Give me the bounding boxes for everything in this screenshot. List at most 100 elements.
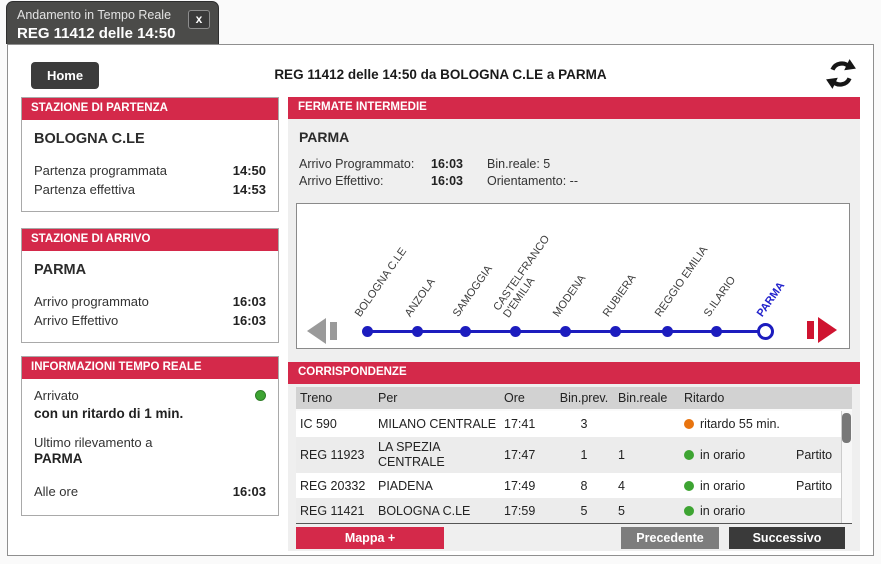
train-status-tab[interactable]: Andamento in Tempo Reale x REG 11412 del… (6, 1, 219, 44)
cell-ore: 17:59 (504, 503, 536, 518)
delay-status-icon (684, 419, 694, 429)
cell-treno: REG 11923 (300, 447, 365, 462)
table-row[interactable]: REG 11421 BOLOGNA C.LE 17:59 5 5 in orar… (296, 498, 852, 523)
detection-time-row: Alle ore 16:03 (34, 482, 266, 501)
on-time-status-icon (684, 505, 694, 516)
table-row[interactable]: REG 11923 LA SPEZIA CENTRALE 17:47 1 1 i… (296, 437, 852, 473)
departure-scheduled-row: Partenza programmata 14:50 (34, 161, 266, 180)
page-title: REG 11412 delle 14:50 da BOLOGNA C.LE a … (274, 67, 607, 82)
selected-stop-info: Arrivo Programmato: 16:03 Bin.reale: 5 A… (299, 156, 687, 190)
cell-bin-reale: 1 (618, 447, 625, 462)
scrollbar-thumb[interactable] (842, 413, 851, 443)
delay-text: con un ritardo di 1 min. (34, 406, 184, 421)
cell-bin-reale: 4 (618, 478, 625, 493)
stop-dot-samoggia[interactable] (460, 326, 471, 337)
col-bin-reale: Bin.reale (618, 391, 668, 405)
intermediate-stops-panel: FERMATE INTERMEDIE PARMA Arrivo Programm… (288, 97, 860, 551)
col-ritardo: Ritardo (684, 391, 725, 405)
cell-per: LA SPEZIA CENTRALE (378, 440, 445, 469)
stop-dot-parma-current[interactable] (757, 323, 774, 340)
cell-treno: REG 20332 (300, 478, 366, 493)
cell-ore: 17:47 (504, 447, 536, 462)
table-scrollbar[interactable] (841, 411, 852, 523)
on-time-status-icon (255, 390, 266, 401)
table-row[interactable]: REG 20332 PIADENA 17:49 8 4 in orario Pa… (296, 473, 852, 498)
stop-label: SAMOGGIA (450, 263, 495, 320)
stop-label: CASTELFRANCO D'EMILIA (491, 233, 553, 320)
cell-bin-prev: 8 (580, 478, 588, 493)
table-row[interactable]: IC 590 MILANO CENTRALE 17:41 3 ritardo 5… (296, 411, 852, 437)
stops-diagram: BOLOGNA C.LE ANZOLA SAMOGGIA CASTELFRANC… (296, 203, 850, 349)
stop-label: REGGIO EMILIA (652, 244, 711, 320)
stop-label: RUBIERA (600, 272, 639, 320)
arrival-scheduled-value: 16:03 (232, 294, 266, 309)
stop-dot-castelfranco[interactable] (510, 326, 521, 337)
arrival-actual-label: Arrivo Effettivo (34, 313, 119, 328)
col-treno: Treno (300, 391, 333, 405)
departure-station: BOLOGNA C.LE (34, 131, 145, 147)
stop-label-current: PARMA (754, 280, 788, 320)
col-ore: Ore (504, 391, 525, 405)
cell-ore: 17:41 (504, 417, 536, 431)
departure-scheduled-label: Partenza programmata (34, 163, 167, 178)
cell-bin-reale: 5 (618, 503, 625, 518)
table-bottom-border (296, 523, 852, 524)
stop-dot-silario[interactable] (711, 326, 722, 337)
on-time-status-icon (684, 480, 694, 491)
cell-status: in orario (680, 479, 792, 493)
col-bin-prev: Bin.prev. (559, 391, 609, 405)
stop-orientation: Orientamento: -- (487, 174, 579, 188)
arrival-actual-value: 16:03 (232, 313, 266, 328)
stop-dot-rubiera[interactable] (610, 326, 621, 337)
status-text: ritardo 55 min. (700, 417, 780, 431)
arrival-actual-row: Arrivo Effettivo 16:03 (34, 311, 266, 330)
cell-status: in orario (680, 504, 792, 518)
arrival-status-label: Arrivato (34, 388, 79, 403)
status-text: in orario (700, 447, 746, 462)
cell-status: in orario (680, 448, 792, 463)
home-button[interactable]: Home (31, 62, 99, 89)
cell-per: BOLOGNA C.LE (378, 503, 471, 518)
previous-button[interactable]: Precedente (621, 527, 719, 549)
prev-stops-arrow-icon[interactable] (305, 317, 339, 350)
departure-panel-header: STAZIONE DI PARTENZA (22, 98, 278, 120)
stop-arrival-scheduled-value: 16:03 (431, 157, 463, 171)
cell-status: ritardo 55 min. (680, 417, 792, 431)
main-content: Home REG 11412 delle 14:50 da BOLOGNA C.… (7, 44, 874, 556)
departure-panel: STAZIONE DI PARTENZA BOLOGNA C.LE Parten… (21, 97, 279, 212)
close-icon[interactable]: x (188, 10, 210, 29)
next-stops-arrow-icon[interactable] (805, 316, 839, 349)
connections-table-header: Treno Per Ore Bin.prev. Bin.reale Ritard… (296, 387, 852, 411)
stop-real-platform: Bin.reale: 5 (487, 157, 551, 171)
departure-actual-row: Partenza effettiva 14:53 (34, 180, 266, 199)
cell-bin-prev: 1 (580, 447, 588, 462)
cell-treno: REG 11421 (300, 503, 365, 518)
stop-dot-reggio[interactable] (662, 326, 673, 337)
cell-departed: Partito (796, 478, 833, 493)
stop-arrival-actual-value: 16:03 (431, 174, 463, 188)
selected-stop-name: PARMA (299, 129, 350, 145)
map-button[interactable]: Mappa + (296, 527, 444, 549)
last-detection-station: PARMA (34, 451, 83, 466)
refresh-icon[interactable] (825, 58, 857, 90)
arrival-scheduled-label: Arrivo programmato (34, 294, 149, 309)
stop-label: S.ILARIO (701, 274, 739, 320)
tab-title: Andamento in Tempo Reale (17, 8, 172, 22)
arrival-scheduled-row: Arrivo programmato 16:03 (34, 292, 266, 311)
status-text: in orario (700, 478, 746, 493)
cell-departed: Partito (796, 447, 833, 462)
arrival-status-row: Arrivato (34, 388, 266, 403)
departure-actual-value: 14:53 (232, 182, 266, 197)
cell-per: PIADENA (378, 478, 433, 493)
stop-dot-anzola[interactable] (412, 326, 423, 337)
cell-treno: IC 590 (300, 417, 337, 431)
cell-bin-prev: 5 (580, 503, 588, 518)
stop-label: MODENA (550, 273, 589, 320)
realtime-panel-header: INFORMAZIONI TEMPO REALE (22, 357, 278, 379)
stop-dot-modena[interactable] (560, 326, 571, 337)
stop-arrival-actual-label: Arrivo Effettivo: (299, 174, 384, 188)
cell-ore: 17:49 (504, 478, 536, 493)
next-button[interactable]: Successivo (729, 527, 845, 549)
arrival-panel: STAZIONE DI ARRIVO PARMA Arrivo programm… (21, 228, 279, 343)
stop-dot-bologna[interactable] (362, 326, 373, 337)
